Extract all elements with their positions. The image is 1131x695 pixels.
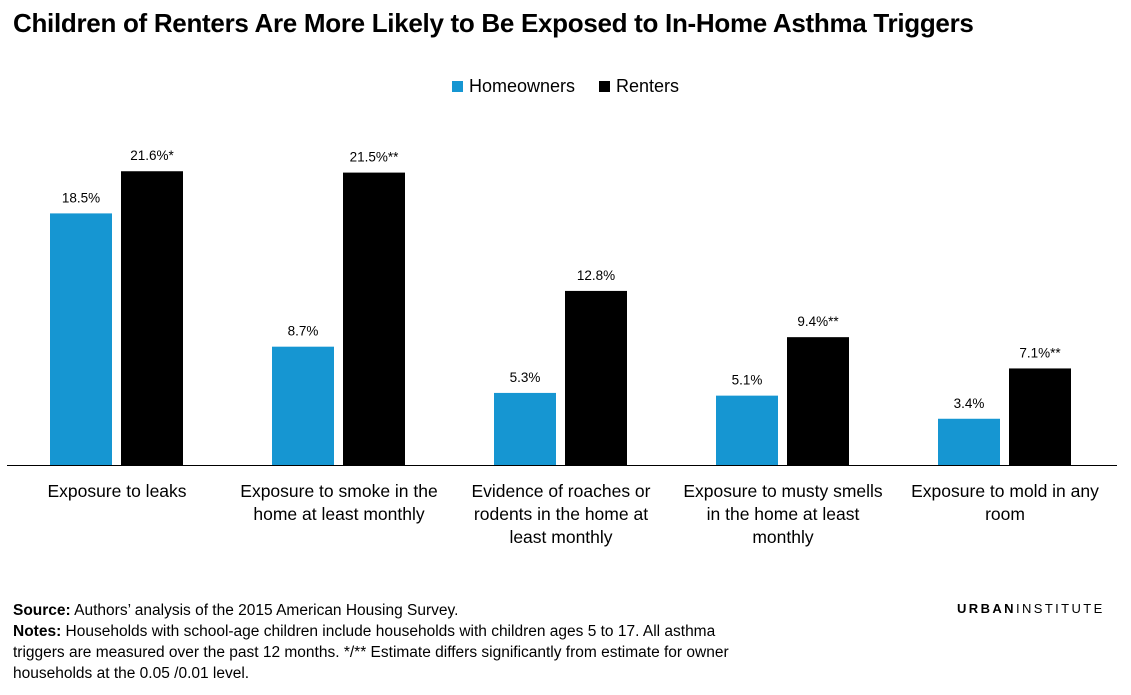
legend-swatch-renters bbox=[599, 81, 610, 92]
bar-renters-smoke bbox=[343, 172, 405, 465]
bar-renters-leaks bbox=[121, 171, 183, 466]
legend-item-homeowners: Homeowners bbox=[451, 76, 575, 97]
data-label-homeowners-smoke: 8.7% bbox=[288, 324, 319, 339]
data-label-renters-smoke: 21.5%** bbox=[350, 150, 400, 165]
category-label-mold: Exposure to mold in any room bbox=[911, 481, 1099, 524]
brand-thin: INSTITUTE bbox=[1015, 601, 1105, 616]
data-label-renters-mold: 7.1%** bbox=[1019, 345, 1061, 360]
data-label-renters-roaches: 12.8% bbox=[577, 268, 615, 283]
legend-label-renters: Renters bbox=[616, 76, 680, 96]
data-label-renters-musty: 9.4%** bbox=[797, 314, 839, 329]
category-label-musty: Exposure to musty smells in the home at … bbox=[683, 481, 883, 547]
category-label-roaches: Evidence of roaches or rodents in the ho… bbox=[471, 481, 651, 547]
category-label-smoke: Exposure to smoke in the home at least m… bbox=[240, 481, 438, 524]
bar-homeowners-leaks bbox=[50, 213, 112, 465]
bar-homeowners-musty bbox=[716, 395, 778, 465]
data-label-homeowners-musty: 5.1% bbox=[732, 373, 763, 388]
bar-homeowners-mold bbox=[938, 418, 1000, 465]
data-label-homeowners-mold: 3.4% bbox=[954, 396, 985, 411]
bar-renters-roaches bbox=[565, 290, 627, 465]
notes-text: Households with school-age children incl… bbox=[13, 623, 729, 682]
bar-homeowners-smoke bbox=[272, 346, 334, 465]
bar-homeowners-roaches bbox=[494, 392, 556, 465]
data-label-renters-leaks: 21.6%* bbox=[130, 148, 174, 163]
chart-title: Children of Renters Are More Likely to B… bbox=[13, 8, 974, 38]
source-note: Source: Authors’ analysis of the 2015 Am… bbox=[13, 600, 753, 621]
urban-institute-logo: URBANINSTITUTE bbox=[957, 601, 1105, 616]
legend-swatch-homeowners bbox=[451, 81, 463, 92]
data-label-homeowners-roaches: 5.3% bbox=[510, 370, 541, 385]
legend-label-homeowners: Homeowners bbox=[468, 76, 575, 96]
notes: Notes: Households with school-age childr… bbox=[13, 621, 753, 684]
source-label: Source: bbox=[13, 602, 71, 619]
bar-renters-musty bbox=[787, 337, 849, 465]
legend-item-renters: Renters bbox=[599, 76, 679, 97]
source-text: Authors’ analysis of the 2015 American H… bbox=[74, 602, 459, 619]
notes-label: Notes: bbox=[13, 623, 62, 640]
chart-legend: Homeowners Renters bbox=[0, 76, 1131, 97]
brand-bold: URBAN bbox=[957, 601, 1016, 616]
data-label-homeowners-leaks: 18.5% bbox=[62, 190, 100, 205]
category-label-leaks: Exposure to leaks bbox=[47, 481, 187, 501]
bar-renters-mold bbox=[1009, 368, 1071, 465]
chart-footer: Source: Authors’ analysis of the 2015 Am… bbox=[13, 600, 753, 684]
